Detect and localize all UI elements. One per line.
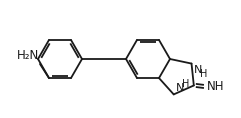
Text: H₂N: H₂N (17, 49, 39, 62)
Text: H: H (182, 79, 189, 89)
Text: N: N (176, 83, 184, 93)
Text: H: H (200, 69, 207, 79)
Text: N: N (194, 65, 202, 75)
Text: NH: NH (207, 80, 224, 93)
